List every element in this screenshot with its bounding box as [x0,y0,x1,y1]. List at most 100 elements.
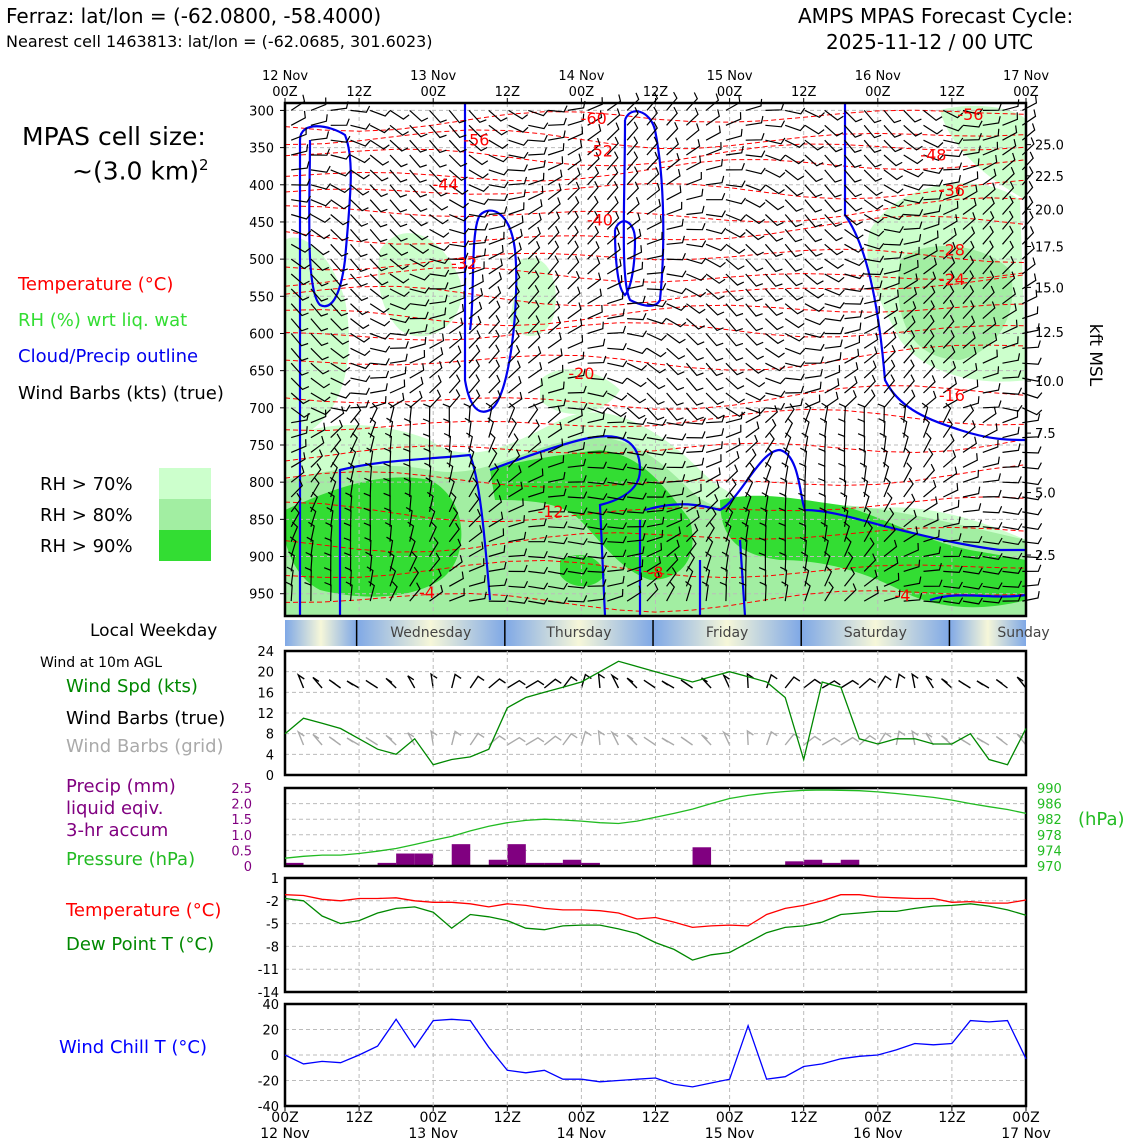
pressure-tick-label: 650 [249,365,274,380]
wind-barb [506,679,526,689]
wind-barb [903,576,922,587]
wind-barb [962,469,979,483]
wind-barb [488,561,507,572]
wind-barb [508,481,523,498]
wind-barb [666,539,680,557]
wind-barb [369,214,388,228]
wind-barb [606,94,622,111]
weekday-band [801,620,950,646]
wind-barb [290,228,312,237]
wind-barb [527,419,540,439]
wind-barb [369,184,388,198]
wind-barb [725,258,745,271]
wind-barb [350,400,370,409]
wind-barb [607,562,626,572]
wind-barb [903,329,916,349]
wind-barb [706,175,725,186]
wind-barb [369,288,390,300]
nearest-cell-line: Nearest cell 1463813: lat/lon = (-62.068… [6,32,433,51]
wind-barb [468,591,487,602]
legend-wind-barbs-grid: Wind Barbs (grid) [66,736,224,757]
wind-barb [409,363,425,379]
wind-barb [485,402,493,423]
isotherm-line [284,197,1027,223]
wind-barb [962,519,982,528]
wind-barb [706,192,726,201]
wind-barb [468,330,481,349]
wind-barb [863,184,883,197]
wind-barb [686,496,701,513]
wind-barb [343,552,352,572]
wind-barb [942,241,957,260]
legend-rh80-swatch [159,499,211,530]
wind-barb [567,458,587,468]
wind-barb [567,403,588,411]
wind-barb [429,214,449,225]
wind-barb [666,106,678,126]
wind-barb [527,362,543,379]
wind-barb [449,277,467,290]
wind-barb [903,109,922,123]
wind-barb [428,536,439,557]
wind-barb [587,508,608,516]
wind-barb [923,230,939,245]
wind-barb [863,537,875,557]
wind-barb [962,132,982,141]
wind-barb [745,303,763,317]
wind-barb [942,214,958,230]
cloud-outline [298,125,352,616]
wind-barb [587,288,602,305]
wind-barb [587,181,599,201]
wind-barb [627,533,646,543]
wind-barb [705,273,726,284]
wind-barb [488,300,501,320]
wind-barb [779,492,787,512]
isotherm-line [284,274,1027,307]
wind-barb [923,179,944,187]
wind-barb [488,286,502,305]
wind-barb [363,507,371,527]
isotherm-line [284,322,1027,341]
wind-barb [858,447,866,468]
wind-barb [409,169,427,183]
wind-barb [468,525,483,543]
wind-barb [1002,181,1015,201]
wind-barb [426,491,434,513]
pressure-tick-label: 600 [249,327,274,342]
wind-barb [587,461,607,469]
wind-barb [758,567,767,587]
isotherm-label: -56 [463,130,489,149]
wind-barb [705,493,719,513]
wind-barb [824,139,843,153]
wind-barb [567,255,580,275]
wind-barb [785,385,805,394]
bottom-time-label: 12Z [642,1110,669,1126]
wind-barb [903,592,923,602]
wind-barb [844,214,864,226]
wind-barb [448,124,467,139]
wind-barb [923,191,943,201]
wind-barb [330,392,351,399]
wind-barb [745,258,764,272]
wind-barb [296,673,305,689]
wind-barb [685,566,694,587]
wind-barb [705,158,723,171]
wind-barb [764,288,783,302]
wind-barb [468,389,481,409]
wind-barb [389,184,408,198]
wind-barb [883,289,899,305]
wind-barb [286,566,294,587]
wind-barb [508,391,523,409]
wind-barb [844,335,860,349]
wind-barb [1016,676,1027,689]
wind-barb [1002,492,1023,500]
wind-barb [746,672,754,689]
wind-barb [646,434,667,441]
wind-barb [1002,443,1021,453]
wind-barb [899,402,907,423]
wind-barb [290,521,299,542]
wind-barb [982,301,996,320]
wind-barb [627,492,647,500]
wind-barb [290,507,300,528]
temp-tick-label: 1 [271,872,279,887]
